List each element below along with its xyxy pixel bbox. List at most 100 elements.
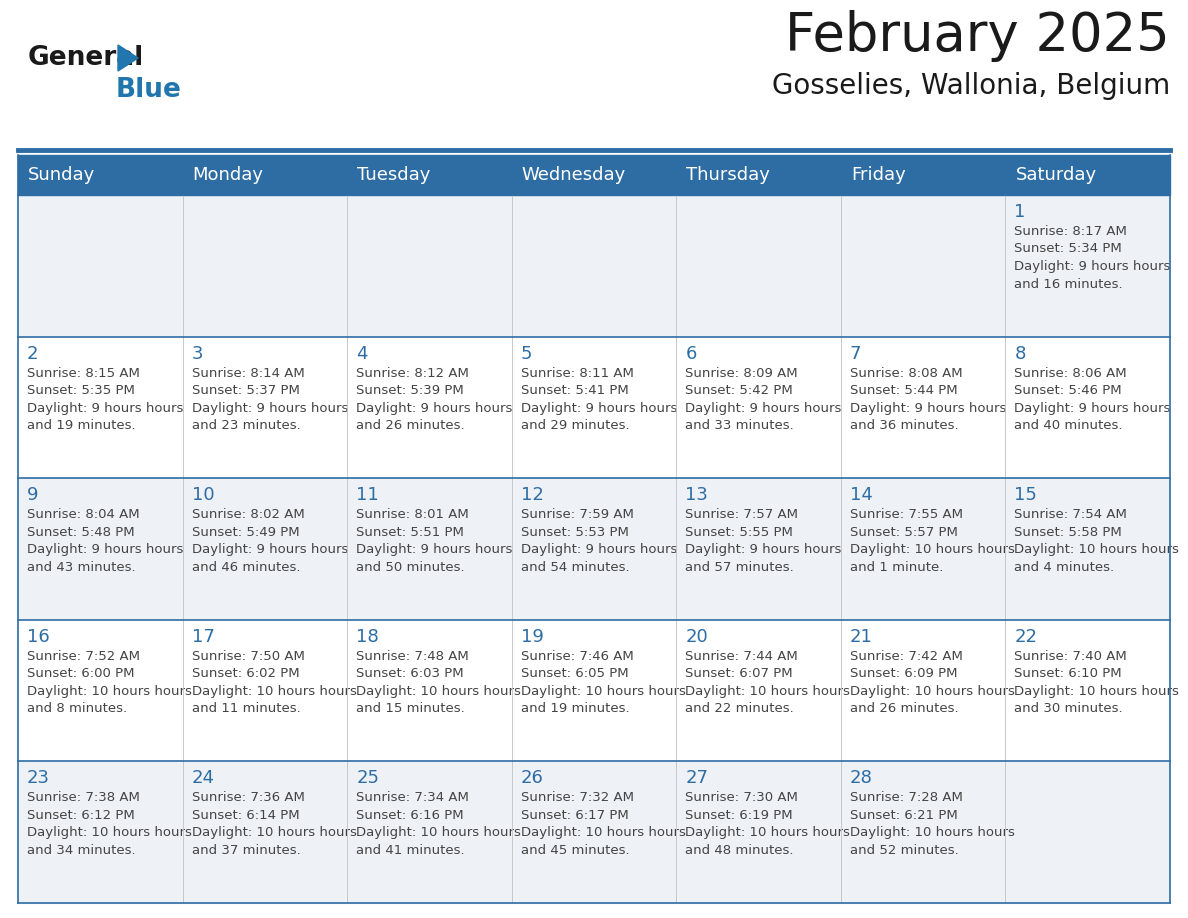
Text: and 48 minutes.: and 48 minutes. (685, 844, 794, 856)
Bar (18, 620, 1170, 761)
Text: Sunset: 6:12 PM: Sunset: 6:12 PM (27, 809, 134, 822)
Text: Sunset: 6:10 PM: Sunset: 6:10 PM (1015, 667, 1121, 680)
Text: Sunrise: 8:06 AM: Sunrise: 8:06 AM (1015, 366, 1127, 380)
Text: Sunday: Sunday (29, 166, 95, 184)
Text: Sunset: 6:02 PM: Sunset: 6:02 PM (191, 667, 299, 680)
Text: Sunrise: 8:04 AM: Sunrise: 8:04 AM (27, 509, 140, 521)
Text: and 36 minutes.: and 36 minutes. (849, 420, 959, 432)
Text: Sunset: 6:00 PM: Sunset: 6:00 PM (27, 667, 134, 680)
Text: Sunrise: 8:11 AM: Sunrise: 8:11 AM (520, 366, 633, 380)
Text: and 15 minutes.: and 15 minutes. (356, 702, 465, 715)
Text: 10: 10 (191, 487, 214, 504)
Text: and 19 minutes.: and 19 minutes. (520, 702, 630, 715)
Text: 2: 2 (27, 344, 38, 363)
Text: Sunrise: 8:02 AM: Sunrise: 8:02 AM (191, 509, 304, 521)
Text: Blue: Blue (116, 77, 182, 103)
Text: and 22 minutes.: and 22 minutes. (685, 702, 794, 715)
Text: and 29 minutes.: and 29 minutes. (520, 420, 630, 432)
Text: Sunset: 5:48 PM: Sunset: 5:48 PM (27, 526, 134, 539)
Text: Sunset: 5:35 PM: Sunset: 5:35 PM (27, 384, 135, 397)
Text: Daylight: 9 hours hours: Daylight: 9 hours hours (191, 543, 348, 556)
Text: Gosselies, Wallonia, Belgium: Gosselies, Wallonia, Belgium (772, 72, 1170, 100)
Text: and 26 minutes.: and 26 minutes. (356, 420, 465, 432)
Text: and 45 minutes.: and 45 minutes. (520, 844, 630, 856)
Text: Daylight: 9 hours hours: Daylight: 9 hours hours (520, 543, 677, 556)
Text: Wednesday: Wednesday (522, 166, 626, 184)
Text: Sunrise: 7:59 AM: Sunrise: 7:59 AM (520, 509, 633, 521)
Text: Sunset: 6:16 PM: Sunset: 6:16 PM (356, 809, 463, 822)
Text: and 52 minutes.: and 52 minutes. (849, 844, 959, 856)
Text: and 30 minutes.: and 30 minutes. (1015, 702, 1123, 715)
Text: and 11 minutes.: and 11 minutes. (191, 702, 301, 715)
Text: Tuesday: Tuesday (358, 166, 430, 184)
Text: 27: 27 (685, 769, 708, 788)
Text: and 37 minutes.: and 37 minutes. (191, 844, 301, 856)
Text: and 23 minutes.: and 23 minutes. (191, 420, 301, 432)
Text: and 34 minutes.: and 34 minutes. (27, 844, 135, 856)
Text: Daylight: 9 hours hours: Daylight: 9 hours hours (27, 543, 183, 556)
Text: Sunrise: 8:01 AM: Sunrise: 8:01 AM (356, 509, 469, 521)
Text: 25: 25 (356, 769, 379, 788)
Text: Daylight: 9 hours hours: Daylight: 9 hours hours (520, 401, 677, 415)
Text: Sunrise: 7:30 AM: Sunrise: 7:30 AM (685, 791, 798, 804)
Text: Daylight: 9 hours hours: Daylight: 9 hours hours (27, 401, 183, 415)
Text: Sunrise: 7:52 AM: Sunrise: 7:52 AM (27, 650, 140, 663)
Text: 19: 19 (520, 628, 544, 645)
Text: 11: 11 (356, 487, 379, 504)
Text: and 57 minutes.: and 57 minutes. (685, 561, 794, 574)
Text: Sunrise: 7:28 AM: Sunrise: 7:28 AM (849, 791, 962, 804)
Text: 23: 23 (27, 769, 50, 788)
Text: Daylight: 10 hours hours: Daylight: 10 hours hours (520, 826, 685, 839)
Text: Daylight: 9 hours hours: Daylight: 9 hours hours (849, 401, 1006, 415)
Text: Sunset: 5:44 PM: Sunset: 5:44 PM (849, 384, 958, 397)
Text: Daylight: 10 hours hours: Daylight: 10 hours hours (356, 826, 522, 839)
Text: Daylight: 10 hours hours: Daylight: 10 hours hours (27, 685, 192, 698)
Bar (18, 155, 1170, 195)
Bar (18, 195, 1170, 337)
Text: Sunrise: 7:55 AM: Sunrise: 7:55 AM (849, 509, 962, 521)
Text: Daylight: 9 hours hours: Daylight: 9 hours hours (685, 401, 841, 415)
Text: Sunset: 6:19 PM: Sunset: 6:19 PM (685, 809, 792, 822)
Text: February 2025: February 2025 (785, 10, 1170, 62)
Text: Sunrise: 8:12 AM: Sunrise: 8:12 AM (356, 366, 469, 380)
Text: Daylight: 10 hours hours: Daylight: 10 hours hours (191, 685, 356, 698)
Text: Sunset: 5:34 PM: Sunset: 5:34 PM (1015, 242, 1123, 255)
Text: 17: 17 (191, 628, 215, 645)
Text: and 43 minutes.: and 43 minutes. (27, 561, 135, 574)
Text: and 33 minutes.: and 33 minutes. (685, 420, 794, 432)
Text: and 26 minutes.: and 26 minutes. (849, 702, 959, 715)
Text: and 19 minutes.: and 19 minutes. (27, 420, 135, 432)
Text: 12: 12 (520, 487, 544, 504)
Text: Sunrise: 8:15 AM: Sunrise: 8:15 AM (27, 366, 140, 380)
Text: Sunset: 5:37 PM: Sunset: 5:37 PM (191, 384, 299, 397)
Text: Sunrise: 7:40 AM: Sunrise: 7:40 AM (1015, 650, 1127, 663)
Text: Saturday: Saturday (1016, 166, 1097, 184)
Text: Sunset: 5:57 PM: Sunset: 5:57 PM (849, 526, 958, 539)
Text: Sunrise: 7:36 AM: Sunrise: 7:36 AM (191, 791, 304, 804)
Text: 9: 9 (27, 487, 38, 504)
Text: Sunrise: 7:50 AM: Sunrise: 7:50 AM (191, 650, 304, 663)
Bar (18, 337, 1170, 478)
Text: Sunrise: 7:48 AM: Sunrise: 7:48 AM (356, 650, 469, 663)
Text: Sunset: 5:42 PM: Sunset: 5:42 PM (685, 384, 794, 397)
Text: Sunset: 5:46 PM: Sunset: 5:46 PM (1015, 384, 1121, 397)
Text: Sunset: 5:53 PM: Sunset: 5:53 PM (520, 526, 628, 539)
Text: 13: 13 (685, 487, 708, 504)
Text: and 8 minutes.: and 8 minutes. (27, 702, 127, 715)
Text: Daylight: 9 hours hours: Daylight: 9 hours hours (356, 543, 512, 556)
Text: Monday: Monday (192, 166, 264, 184)
Text: 6: 6 (685, 344, 696, 363)
Text: Daylight: 9 hours hours: Daylight: 9 hours hours (191, 401, 348, 415)
Text: 1: 1 (1015, 203, 1025, 221)
Text: Daylight: 10 hours hours: Daylight: 10 hours hours (520, 685, 685, 698)
Text: 22: 22 (1015, 628, 1037, 645)
Text: General: General (29, 45, 144, 71)
Text: Sunset: 5:39 PM: Sunset: 5:39 PM (356, 384, 463, 397)
Text: Sunrise: 8:17 AM: Sunrise: 8:17 AM (1015, 225, 1127, 238)
Text: Daylight: 10 hours hours: Daylight: 10 hours hours (849, 685, 1015, 698)
Text: and 46 minutes.: and 46 minutes. (191, 561, 301, 574)
Text: and 16 minutes.: and 16 minutes. (1015, 277, 1123, 290)
Text: Daylight: 9 hours hours: Daylight: 9 hours hours (356, 401, 512, 415)
Text: Thursday: Thursday (687, 166, 770, 184)
Text: Sunrise: 7:32 AM: Sunrise: 7:32 AM (520, 791, 633, 804)
